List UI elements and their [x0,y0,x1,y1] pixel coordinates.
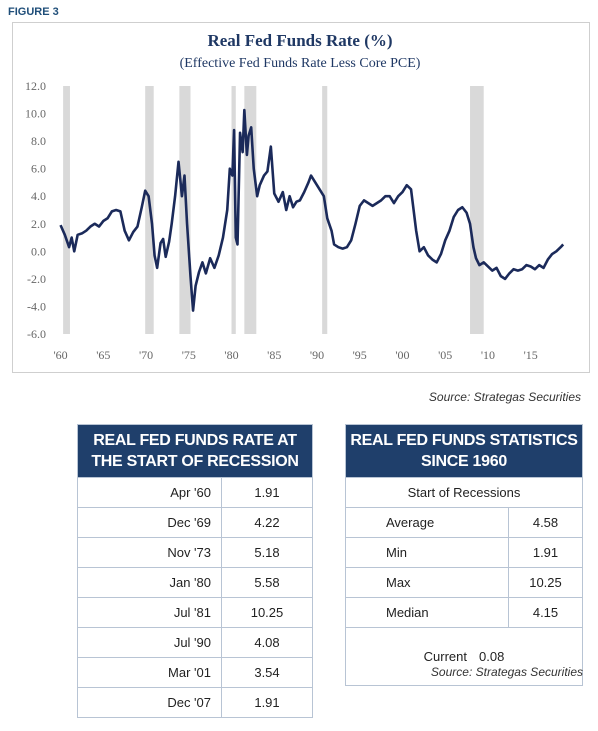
x-tick-label: '95 [353,348,367,362]
rate-cell: 4.08 [254,635,280,650]
table-row: Nov '73 5.18 [78,537,312,567]
date-cell: Jan '80 [78,568,222,597]
x-tick-label: '85 [267,348,281,362]
chart-frame [12,22,590,373]
y-tick-label: 12.0 [25,79,46,93]
y-tick-label: 4.0 [31,189,46,203]
x-tick-label: '00 [395,348,409,362]
table-row: Average 4.58 [346,507,582,537]
stat-label: Min [346,538,509,567]
figure-label: FIGURE 3 [8,6,59,18]
stats-table: REAL FED FUNDS STATISTICS SINCE 1960 Sta… [345,424,583,686]
table-row: Jul '81 10.25 [78,597,312,627]
table-row: Jul '90 4.08 [78,627,312,657]
x-tick-label: '10 [481,348,495,362]
date-cell: Nov '73 [78,538,222,567]
date-cell: Apr '60 [78,478,222,507]
x-tick-label: '65 [96,348,110,362]
table-row: Mar '01 3.54 [78,657,312,687]
header-line: SINCE 1960 [421,453,507,470]
y-tick-label: -4.0 [27,299,46,313]
current-row: Current 0.08 [346,627,582,685]
table-header: REAL FED FUNDS RATE AT THE START OF RECE… [78,425,312,477]
chart-title: Real Fed Funds Rate (%) [207,31,392,50]
y-tick-label: 0.0 [31,244,46,258]
x-tick-label: '90 [310,348,324,362]
rate-cell: 1.91 [254,695,280,710]
stat-value: 4.15 [532,605,559,620]
x-tick-label: '05 [438,348,452,362]
chart-subtitle: (Effective Fed Funds Rate Less Core PCE) [180,56,421,71]
header-line: REAL FED FUNDS RATE AT [93,432,297,449]
y-tick-label: -6.0 [27,327,46,341]
source: Source: Strategas Securities [428,390,581,404]
table-row: Median 4.15 [346,597,582,627]
recession-band [231,86,236,334]
date-cell: Dec '07 [78,688,222,717]
y-tick-label: 8.0 [31,134,46,148]
date-cell: Mar '01 [78,658,222,687]
table-row: Min 1.91 [346,537,582,567]
table-header: REAL FED FUNDS STATISTICS SINCE 1960 [346,425,582,477]
rate-cell: 10.25 [250,605,284,620]
y-tick-label: 6.0 [31,162,46,176]
stat-value: 1.91 [532,545,559,560]
recession-band [179,86,191,334]
table-row: Dec '69 4.22 [78,507,312,537]
current-label: Current [423,649,468,664]
chart: Real Fed Funds Rate (%) (Effective Fed F… [12,22,590,373]
date-cell: Jul '90 [78,628,222,657]
recession-band [470,86,484,334]
rate-cell: 3.54 [254,665,280,680]
rate-cell: 5.18 [254,545,280,560]
x-tick-label: '60 [53,348,67,362]
stat-label: Median [346,598,509,627]
source: Source: Strategas Securities [430,665,583,679]
header-line: THE START OF RECESSION [91,453,299,470]
y-tick-label: 10.0 [25,107,46,121]
date-cell: Jul '81 [78,598,222,627]
rate-table: REAL FED FUNDS RATE AT THE START OF RECE… [77,424,313,718]
x-tick-label: '80 [224,348,238,362]
stat-value: 4.58 [532,515,559,530]
stat-label: Average [346,508,509,537]
subheader: Start of Recessions [407,485,521,500]
y-tick-label: -2.0 [27,272,46,286]
x-tick-label: '70 [139,348,153,362]
current-value: 0.08 [479,649,505,664]
stat-label: Max [346,568,509,597]
rate-cell: 4.22 [254,515,280,530]
recession-band [244,86,257,334]
subheader-row: Start of Recessions [346,477,582,507]
table-row: Jan '80 5.58 [78,567,312,597]
stat-value: 10.25 [529,575,562,590]
table-row: Max 10.25 [346,567,582,597]
recession-band [63,86,70,334]
header-line: REAL FED FUNDS STATISTICS [350,432,578,449]
table-row: Dec '07 1.91 [78,687,312,717]
x-tick-label: '15 [524,348,538,362]
date-cell: Dec '69 [78,508,222,537]
rate-cell: 1.91 [254,485,280,500]
y-tick-label: 2.0 [31,217,46,231]
x-tick-label: '75 [182,348,196,362]
table-row: Apr '60 1.91 [78,477,312,507]
rate-cell: 5.58 [254,575,280,590]
rate-line [59,108,565,312]
